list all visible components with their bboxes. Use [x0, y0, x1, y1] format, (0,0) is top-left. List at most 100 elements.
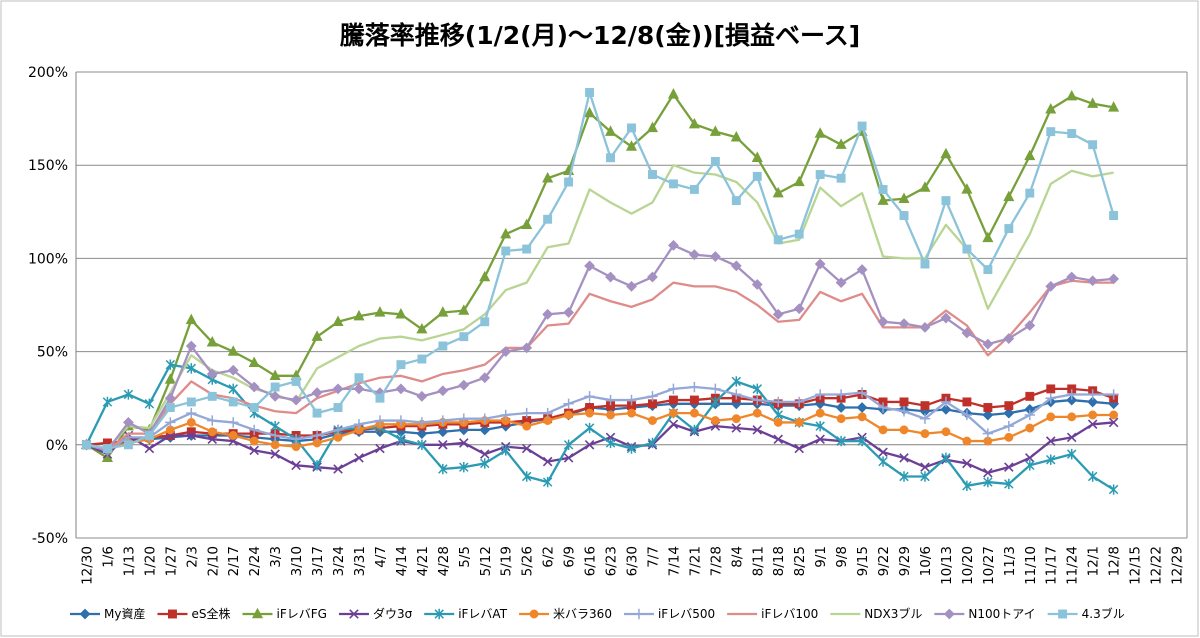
data-point: [668, 419, 679, 430]
data-point: [269, 369, 281, 381]
series-line: [85, 363, 1115, 491]
y-tick-label: 200%: [28, 65, 68, 81]
x-tick-label: 2/17: [226, 546, 242, 576]
data-point: [605, 125, 617, 136]
data-point: [396, 360, 406, 370]
data-point: [479, 424, 491, 436]
y-tick-label: -50%: [32, 531, 68, 547]
data-point: [710, 396, 721, 408]
data-point: [836, 435, 846, 447]
data-point: [1004, 432, 1014, 442]
x-tick-label: 12/15: [1128, 546, 1144, 585]
data-point: [395, 308, 407, 319]
x-tick-label: 5/19: [499, 546, 515, 576]
data-point: [710, 157, 720, 166]
data-point: [395, 383, 407, 395]
data-point: [164, 373, 176, 384]
data-point: [563, 453, 574, 463]
data-point: [542, 407, 553, 419]
data-point: [122, 417, 134, 428]
data-point: [1066, 271, 1078, 283]
data-point: [730, 130, 742, 142]
data-point: [1066, 389, 1077, 400]
x-tick-label: 4/14: [394, 546, 410, 576]
data-point: [1025, 391, 1035, 401]
data-point: [983, 467, 993, 478]
data-point: [941, 452, 951, 464]
series-layer: [80, 88, 1120, 495]
x-tick-label: 10/13: [939, 546, 955, 585]
x-tick-label: 1/20: [142, 546, 158, 576]
data-point: [668, 408, 678, 418]
data-point: [794, 229, 804, 239]
legend-marker: [168, 609, 177, 619]
data-point: [983, 265, 993, 275]
data-point: [438, 341, 448, 351]
data-point: [688, 117, 700, 129]
data-point: [773, 434, 784, 444]
data-point: [731, 389, 742, 400]
data-point: [1088, 410, 1098, 420]
legend-label: eS全株: [191, 606, 230, 621]
data-point: [374, 306, 386, 317]
data-point: [248, 424, 260, 436]
data-point: [207, 391, 217, 401]
data-point: [940, 396, 952, 408]
x-tick-label: 9/8: [834, 546, 850, 568]
data-point: [982, 409, 994, 421]
data-point: [606, 153, 615, 163]
data-point: [395, 415, 407, 426]
x-tick-label: 1/6: [100, 546, 116, 568]
data-point: [248, 356, 260, 367]
data-point: [102, 396, 113, 408]
legend-marker: [349, 609, 359, 619]
data-point: [962, 458, 972, 469]
x-tick-label: 10/6: [918, 546, 934, 576]
data-point: [1067, 412, 1077, 422]
data-point: [920, 401, 930, 411]
data-point: [731, 414, 741, 424]
legend-label: 4.3ブル: [1082, 606, 1125, 621]
legend-marker: [1058, 609, 1068, 619]
data-point: [1108, 273, 1120, 285]
data-point: [919, 321, 931, 333]
data-point: [625, 140, 638, 151]
data-point: [668, 395, 678, 405]
x-tick-label: 9/1: [813, 546, 829, 568]
data-point: [962, 397, 972, 407]
legend-item: iFレバ500: [623, 607, 715, 621]
data-point: [920, 259, 930, 269]
data-point: [228, 417, 239, 428]
data-point: [815, 420, 825, 432]
data-point: [1108, 484, 1119, 495]
legend-marker: [943, 608, 955, 620]
data-point: [962, 436, 972, 446]
data-point: [899, 397, 909, 407]
data-point: [1087, 389, 1098, 400]
legend-item: iFレバ100: [727, 607, 818, 621]
data-point: [815, 408, 825, 418]
data-point: [794, 443, 804, 454]
data-point: [312, 408, 322, 418]
data-point: [605, 437, 616, 449]
x-tick-label: 6/9: [562, 546, 578, 568]
data-point: [186, 363, 197, 374]
data-point: [521, 407, 532, 419]
data-point: [1066, 89, 1078, 101]
data-point: [312, 460, 322, 471]
x-tick-label: 12/8: [1107, 546, 1123, 576]
data-point: [689, 408, 699, 418]
data-point: [731, 423, 742, 433]
data-point: [752, 394, 763, 406]
data-point: [647, 271, 658, 283]
data-point: [857, 412, 867, 422]
data-point: [1024, 149, 1036, 161]
data-point: [353, 419, 365, 430]
data-point: [270, 449, 280, 459]
x-tick-label: 8/25: [792, 546, 808, 576]
data-point: [291, 376, 301, 386]
data-point: [165, 359, 176, 370]
data-point: [1003, 190, 1015, 202]
data-point: [459, 332, 469, 342]
